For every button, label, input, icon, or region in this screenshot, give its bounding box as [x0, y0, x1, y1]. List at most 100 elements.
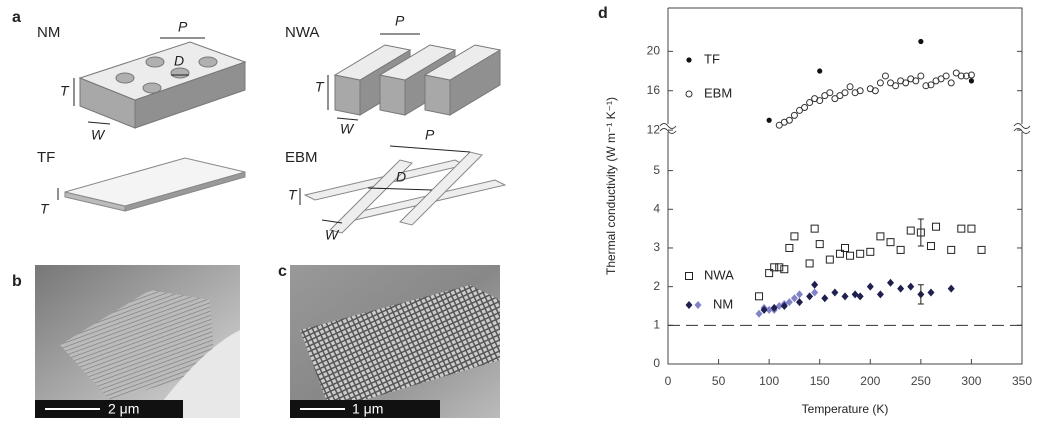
y-tick-label: 1: [653, 317, 660, 331]
x-tick-label: 0: [665, 374, 672, 388]
legend-marker: [685, 90, 693, 98]
dimension-label: P: [178, 19, 188, 35]
legend-label: NM: [713, 296, 733, 311]
data-point: [775, 263, 784, 272]
data-point: [836, 92, 844, 100]
panel-label: d: [598, 5, 608, 22]
data-point: [952, 69, 960, 77]
scale-bar-label: 2 μm: [108, 401, 139, 417]
x-tick-label: 300: [961, 374, 981, 388]
data-point: [917, 72, 925, 80]
dimension-label: P: [425, 127, 435, 143]
x-tick-label: 150: [810, 374, 830, 388]
schematic-title: NM: [37, 24, 60, 41]
data-point: [876, 232, 885, 241]
data-point: [907, 282, 915, 291]
data-point: [856, 249, 865, 258]
data-point: [881, 72, 889, 80]
x-tick-label: 100: [759, 374, 779, 388]
schematic-title: TF: [37, 149, 55, 166]
schematic-nwa: [327, 33, 502, 121]
legend-marker: [686, 57, 692, 63]
data-point: [801, 103, 809, 111]
dimension-label: D: [396, 169, 406, 185]
schematic-nm: [73, 37, 247, 129]
data-point: [785, 298, 793, 307]
schematic-title: EBM: [285, 149, 318, 166]
y-tick-label: 20: [647, 44, 661, 58]
data-point: [770, 303, 778, 312]
scale-bar-label: 1 μm: [352, 401, 383, 417]
data-point: [795, 298, 803, 307]
y-tick-label: 0: [653, 356, 660, 370]
schematic-tf: [57, 157, 246, 212]
data-point: [790, 232, 799, 241]
x-tick-label: 50: [712, 374, 726, 388]
schematic-ebm: [299, 145, 507, 234]
data-point: [785, 116, 793, 124]
y-tick-label: 5: [653, 163, 660, 177]
panel-label: b: [12, 273, 22, 290]
data-point: [962, 72, 970, 80]
data-point: [876, 290, 884, 299]
dimension-label: W: [325, 227, 340, 243]
x-tick-label: 200: [860, 374, 880, 388]
data-point: [770, 263, 779, 272]
data-point: [795, 290, 803, 299]
data-point: [795, 106, 803, 114]
data-point: [977, 245, 986, 254]
dimension-label: T: [288, 187, 298, 203]
data-point: [841, 89, 849, 97]
data-point: [896, 245, 905, 254]
y-tick-label: 12: [647, 122, 661, 136]
data-point: [947, 245, 956, 254]
data-point: [866, 282, 874, 291]
data-point: [766, 117, 772, 123]
legend-marker: [685, 301, 693, 309]
data-point: [926, 242, 935, 251]
data-point: [967, 71, 975, 79]
data-point: [887, 278, 895, 287]
data-point: [811, 288, 819, 297]
error-bar: [917, 284, 924, 305]
data-point: [831, 288, 839, 297]
data-point: [906, 226, 915, 235]
legend-label: NWA: [704, 267, 734, 282]
data-point: [790, 294, 798, 303]
data-point: [780, 265, 789, 274]
data-point: [831, 95, 839, 103]
y-axis-label: Thermal conductivity (W m⁻¹ K⁻¹): [604, 97, 618, 275]
micrograph-c: [290, 265, 500, 418]
y-tick-label: 2: [653, 279, 660, 293]
y-tick-label: 3: [653, 240, 660, 254]
data-point: [755, 309, 763, 318]
data-point: [817, 68, 823, 74]
data-point: [967, 224, 976, 233]
legend-marker: [685, 272, 693, 280]
data-point: [825, 255, 834, 264]
dimension-label: T: [60, 83, 70, 99]
data-point: [876, 79, 884, 87]
data-point: [805, 259, 814, 268]
dimension-label: W: [340, 121, 355, 137]
dimension-label: W: [91, 127, 106, 143]
x-tick-label: 250: [911, 374, 931, 388]
data-point: [775, 121, 783, 129]
data-point: [942, 72, 950, 80]
data-point: [937, 75, 945, 83]
data-point: [927, 288, 935, 297]
schematic-title: NWA: [285, 24, 319, 41]
data-point: [810, 224, 819, 233]
panel-label: a: [12, 9, 21, 26]
data-point: [892, 82, 900, 90]
data-point: [957, 224, 966, 233]
legend-label: TF: [704, 51, 720, 66]
y-tick-label: 4: [653, 201, 660, 215]
x-axis-label: Temperature (K): [802, 402, 889, 416]
legend-marker: [694, 301, 702, 309]
micrograph-b: [35, 265, 240, 418]
data-point: [947, 79, 955, 87]
data-point: [755, 292, 764, 301]
data-point: [886, 238, 895, 247]
